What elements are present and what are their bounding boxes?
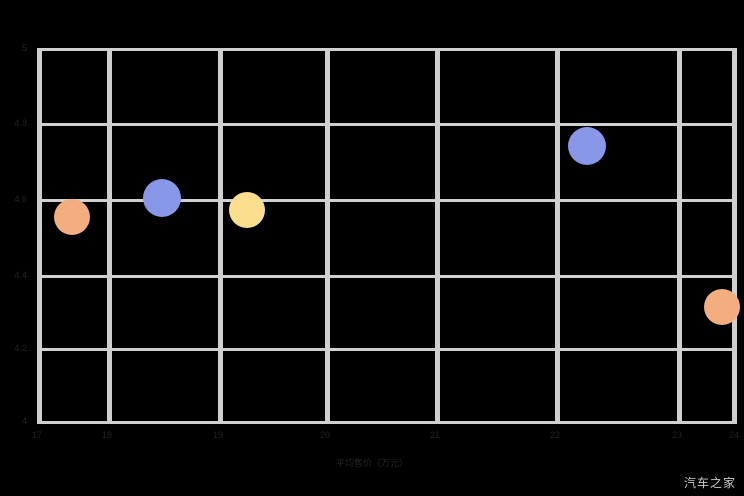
x-tick-label: 17	[31, 430, 42, 440]
gridline-vertical	[435, 48, 440, 424]
y-tick-label: 4.6	[14, 194, 27, 204]
gridline-horizontal	[37, 199, 737, 202]
data-point-bubble[interactable]	[143, 179, 181, 218]
data-point-bubble[interactable]	[568, 126, 606, 165]
x-tick-label: 24	[728, 430, 739, 440]
x-tick-label: 21	[429, 430, 440, 440]
y-tick-label: 4.2	[14, 343, 27, 353]
x-tick-label: 22	[549, 430, 560, 440]
gridline-horizontal	[37, 348, 737, 351]
x-axis-title: 平均售价（万元）	[335, 458, 408, 468]
gridline-horizontal	[37, 123, 737, 126]
gridline-vertical	[732, 48, 737, 424]
y-tick-label: 4.8	[14, 118, 27, 128]
gridline-vertical	[107, 48, 112, 424]
gridline-horizontal	[37, 48, 737, 51]
data-point-bubble[interactable]	[704, 289, 740, 326]
data-point-bubble[interactable]	[229, 191, 265, 228]
y-tick-label: 4.4	[14, 270, 27, 280]
gridline-vertical	[218, 48, 223, 424]
gridline-horizontal	[37, 421, 737, 424]
gridline-vertical	[37, 48, 42, 424]
x-tick-label: 18	[101, 430, 112, 440]
watermark: 汽车之家	[683, 476, 736, 490]
gridline-vertical	[555, 48, 560, 424]
y-tick-label: 4	[21, 416, 27, 426]
x-tick-label: 23	[671, 430, 682, 440]
plot-area: 5 4.8 4.6 4.4 4.2 4 17 18 19 20 21 22 23…	[14, 44, 740, 440]
x-tick-label: 20	[319, 430, 330, 440]
gridline-horizontal	[37, 275, 737, 278]
x-tick-label: 19	[212, 430, 223, 440]
data-point-bubble[interactable]	[54, 199, 90, 236]
gridline-vertical	[677, 48, 682, 424]
gridline-vertical	[325, 48, 330, 424]
y-tick-label: 5	[21, 43, 27, 53]
